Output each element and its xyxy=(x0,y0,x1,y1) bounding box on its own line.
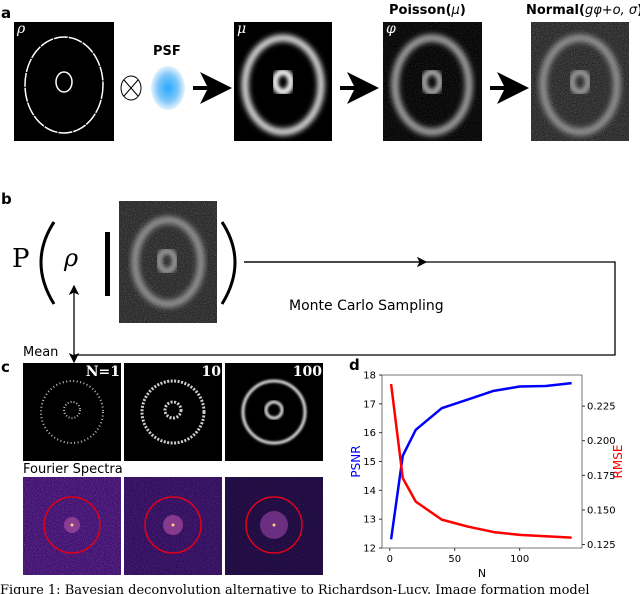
fourier-spectrum-n100 xyxy=(225,477,323,575)
y-axis-label-rmse: RMSE xyxy=(611,445,625,479)
figure-caption: Figure 1: Bayesian deconvolution alterna… xyxy=(0,583,590,594)
y-tick-label: 17 xyxy=(363,399,376,410)
poisson-arg: μ xyxy=(451,3,460,18)
panel-label-c: c xyxy=(1,358,10,376)
y2-tick-label: 0.175 xyxy=(587,471,616,482)
sample-count-n10: 10 xyxy=(201,364,221,380)
y-tick-label: 14 xyxy=(363,486,376,497)
x-tick-label: 100 xyxy=(510,554,529,565)
y2-tick-label: 0.125 xyxy=(587,540,616,551)
normal-word: Normal( xyxy=(526,3,585,18)
mean-label: Mean xyxy=(23,345,59,360)
y2-tick-label: 0.200 xyxy=(587,436,616,447)
x-tick-label: 50 xyxy=(448,554,461,565)
sample-count-n1: N=1 xyxy=(85,364,120,380)
mu-blurred-image xyxy=(234,22,332,141)
x-tick-label: 0 xyxy=(387,554,393,565)
normal-arg: gφ+o, σ xyxy=(584,3,638,18)
phi-label: φ xyxy=(386,21,396,37)
right-paren xyxy=(220,221,237,305)
conditional-bar xyxy=(105,232,110,296)
mean-image-n100 xyxy=(225,363,323,461)
psf-label: PSF xyxy=(153,44,181,59)
psnr-rmse-chart: 0 50 100 12 13 14 15 16 17 18 0.125 0.150 0.175 0.200… xyxy=(349,371,625,581)
monte-carlo-label: Monte Carlo Sampling xyxy=(289,298,444,314)
y2-tick-label: 0.225 xyxy=(587,402,616,413)
phi-poisson-image xyxy=(383,22,482,141)
y-tick-label: 12 xyxy=(363,544,376,555)
y-tick-label: 15 xyxy=(363,457,376,468)
fourier-spectrum-n10 xyxy=(124,477,222,575)
poisson-close: ) xyxy=(459,3,466,18)
left-paren xyxy=(39,221,56,305)
fourier-spectra-label: Fourier Spectra xyxy=(23,462,123,477)
normal-title: Normal(gφ+o, σ) xyxy=(526,3,640,18)
normal-close: ) xyxy=(637,3,640,18)
normal-noisy-image xyxy=(531,22,629,141)
convolution-icon xyxy=(120,75,142,101)
panel-label-b: b xyxy=(1,190,12,208)
mean-image-n1 xyxy=(23,363,121,461)
y-axis-label-psnr: PSNR xyxy=(349,445,363,477)
y-tick-label: 18 xyxy=(363,371,376,382)
series-line-rmse xyxy=(389,383,572,539)
sampling-loop-line xyxy=(74,261,616,356)
y2-tick-label: 0.150 xyxy=(587,505,616,516)
panel-label-a: a xyxy=(1,4,12,22)
y-tick-label: 13 xyxy=(363,515,376,526)
plot-frame xyxy=(381,374,583,549)
observed-image xyxy=(119,201,217,323)
sample-count-n100: 100 xyxy=(292,364,322,380)
mean-image-n10 xyxy=(124,363,222,461)
psf-blob xyxy=(151,66,185,110)
poisson-title: Poisson(μ) xyxy=(389,3,466,18)
probability-symbol: P xyxy=(12,244,30,274)
rho-ground-truth-image xyxy=(14,22,114,141)
mu-label: μ xyxy=(237,21,247,37)
fourier-spectrum-n1 xyxy=(23,477,121,575)
panel-label-d: d xyxy=(349,356,360,374)
x-axis-label: N xyxy=(478,567,486,580)
series-line-psnr xyxy=(389,381,572,540)
y-tick-label: 16 xyxy=(363,428,376,439)
rho-variable: ρ xyxy=(64,244,79,272)
poisson-word: Poisson( xyxy=(389,3,452,18)
rho-label: ρ xyxy=(17,21,26,37)
